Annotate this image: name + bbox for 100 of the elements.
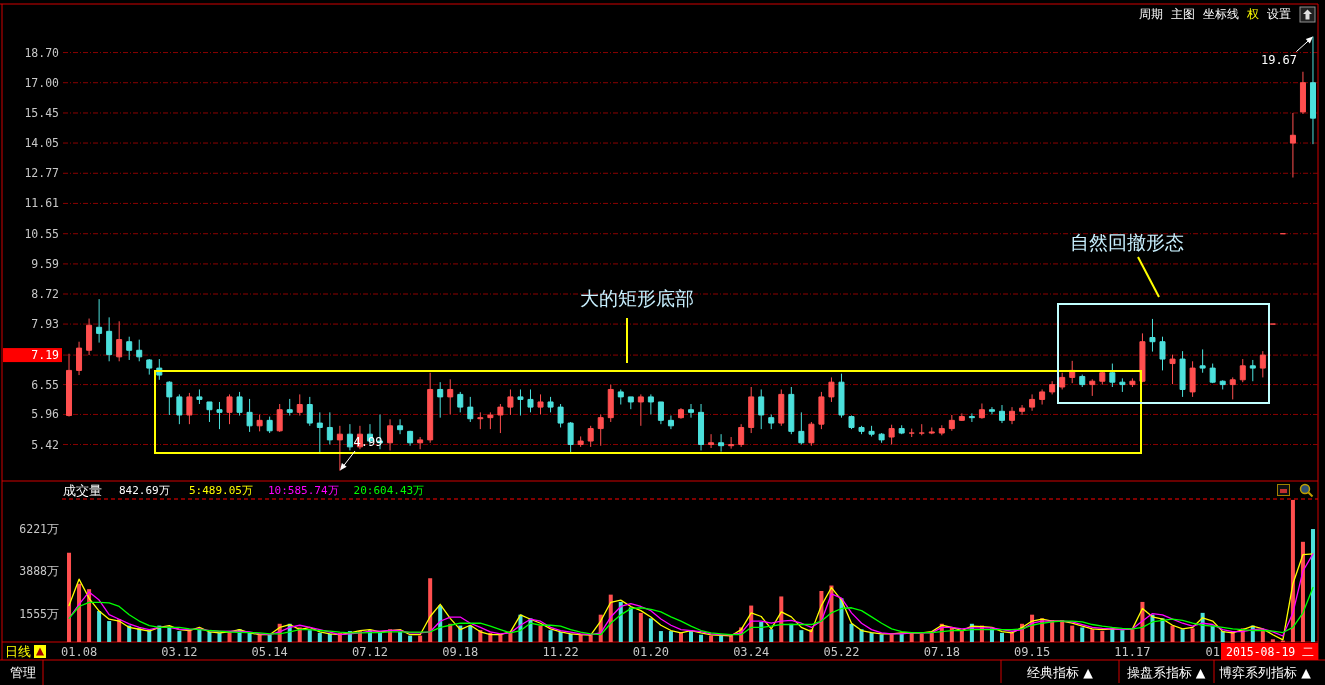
bar — [398, 631, 403, 642]
bar — [1120, 630, 1125, 642]
bar — [137, 628, 142, 642]
bar — [107, 621, 112, 642]
candlestick — [617, 388, 624, 406]
candlestick — [1179, 350, 1186, 398]
bar — [307, 630, 312, 642]
bar — [1170, 625, 1175, 642]
candlestick — [968, 412, 975, 423]
candlestick — [517, 388, 524, 417]
candlestick — [1209, 363, 1216, 384]
candlestick — [296, 393, 303, 417]
bar — [1130, 629, 1135, 642]
candlestick — [657, 401, 664, 425]
candlestick — [1129, 377, 1136, 388]
candlestick — [677, 407, 684, 420]
bar — [879, 634, 884, 642]
bar — [999, 632, 1004, 642]
y-tick-label: 5.42 — [31, 437, 59, 452]
candlestick — [527, 388, 534, 413]
text: 管理 — [10, 664, 36, 680]
candlestick — [858, 425, 865, 435]
bar — [418, 635, 423, 642]
candlestick — [818, 391, 825, 430]
bar — [889, 634, 894, 642]
candlestick — [1289, 112, 1296, 179]
bar — [899, 633, 904, 642]
candlestick — [778, 388, 785, 427]
x-tick-label: 09.18 — [442, 645, 479, 659]
bar — [217, 632, 222, 642]
candlestick — [1099, 369, 1106, 386]
candlestick — [798, 411, 805, 446]
candlestick — [1139, 332, 1146, 383]
candlestick — [848, 415, 855, 430]
bar — [1100, 631, 1105, 642]
bar — [187, 630, 192, 642]
candlestick — [1049, 380, 1056, 395]
x-tick-label: 01 — [1205, 645, 1220, 659]
text: 10:585.74万 — [267, 484, 339, 497]
bar — [267, 634, 272, 642]
bar — [197, 629, 202, 642]
bar — [327, 633, 332, 642]
candlestick — [266, 416, 273, 434]
y-tick-label: 5.96 — [31, 407, 60, 422]
x-tick-label: 01.20 — [632, 645, 669, 659]
x-tick-label: 07.12 — [351, 645, 389, 659]
bar — [408, 635, 413, 642]
candlestick — [166, 380, 173, 416]
candlestick — [1169, 354, 1176, 385]
bar — [87, 589, 92, 642]
y-tick-label: 1555万 — [19, 606, 59, 621]
candlestick — [1019, 404, 1026, 416]
x-tick-label: 05.14 — [251, 645, 288, 659]
candlestick — [577, 435, 584, 448]
bar — [678, 632, 683, 642]
candlestick — [1299, 71, 1306, 115]
text: 经典指标 ▲ — [1027, 664, 1094, 680]
bar — [628, 607, 633, 642]
bar — [709, 635, 714, 642]
candlestick — [467, 396, 474, 423]
bar — [719, 635, 724, 642]
candlestick — [86, 318, 93, 356]
candlestick — [998, 404, 1005, 424]
candlestick — [216, 401, 223, 430]
candlestick — [1119, 377, 1126, 393]
bar — [1220, 631, 1225, 642]
candlestick — [1309, 36, 1316, 145]
candlestick — [728, 436, 735, 450]
candlestick — [226, 393, 233, 425]
candlestick — [1039, 388, 1046, 406]
bar — [1210, 625, 1215, 642]
bar — [378, 631, 383, 642]
candlestick — [126, 336, 133, 361]
candlestick — [176, 393, 183, 425]
x-tick-label: 01.08 — [60, 645, 98, 659]
candlestick — [908, 428, 915, 438]
annotation: 设置 — [1266, 7, 1291, 21]
candlestick — [788, 386, 795, 435]
candlestick — [928, 426, 935, 435]
candlestick — [1029, 393, 1036, 412]
bar — [1010, 632, 1015, 642]
candlestick — [718, 433, 725, 453]
bar — [558, 631, 563, 642]
candlestick — [988, 406, 995, 415]
bar — [648, 618, 653, 642]
annotation: 坐标线 — [1202, 7, 1239, 21]
bar — [1080, 627, 1085, 642]
candlestick — [306, 396, 313, 427]
bar — [729, 635, 734, 642]
candlestick — [447, 378, 454, 415]
candlestick — [637, 393, 644, 427]
candlestick — [387, 418, 394, 451]
text: 20:604.43万 — [353, 484, 425, 497]
bar — [538, 625, 543, 642]
bar — [869, 632, 874, 642]
candlestick — [647, 393, 654, 415]
candlestick — [1089, 378, 1096, 397]
ref-line-label: 7.19 — [31, 348, 60, 363]
y-tick-label: 3888万 — [19, 564, 59, 579]
bar — [769, 629, 774, 642]
